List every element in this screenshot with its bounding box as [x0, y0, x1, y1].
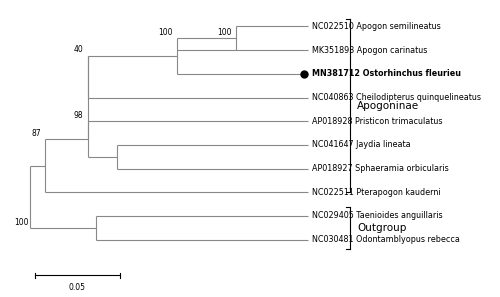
Text: AP018928 Pristicon trimaculatus: AP018928 Pristicon trimaculatus: [312, 117, 443, 126]
Text: 100: 100: [217, 28, 232, 37]
Text: AP018927 Sphaeramia orbicularis: AP018927 Sphaeramia orbicularis: [312, 164, 449, 173]
Text: NC022511 Pterapogon kauderni: NC022511 Pterapogon kauderni: [312, 188, 441, 197]
Text: MK351893 Apogon carinatus: MK351893 Apogon carinatus: [312, 46, 428, 55]
Text: 40: 40: [74, 45, 84, 54]
Text: 87: 87: [32, 129, 41, 138]
Text: 98: 98: [74, 111, 84, 120]
Text: 100: 100: [14, 218, 28, 227]
Text: NC041647 Jaydia lineata: NC041647 Jaydia lineata: [312, 140, 411, 149]
Text: NC030481 Odontamblyopus rebecca: NC030481 Odontamblyopus rebecca: [312, 235, 460, 244]
Text: 100: 100: [158, 28, 172, 37]
Text: NC022510 Apogon semilineatus: NC022510 Apogon semilineatus: [312, 22, 441, 31]
Text: NC029405 Taenioides anguillaris: NC029405 Taenioides anguillaris: [312, 211, 443, 220]
Text: 0.05: 0.05: [69, 284, 86, 293]
Text: MN381712 Ostorhinchus fleurieu: MN381712 Ostorhinchus fleurieu: [312, 69, 462, 78]
Text: NC040863 Cheilodipterus quinquelineatus: NC040863 Cheilodipterus quinquelineatus: [312, 93, 482, 102]
Text: Outgroup: Outgroup: [357, 223, 406, 233]
Text: Apogoninae: Apogoninae: [357, 101, 420, 111]
